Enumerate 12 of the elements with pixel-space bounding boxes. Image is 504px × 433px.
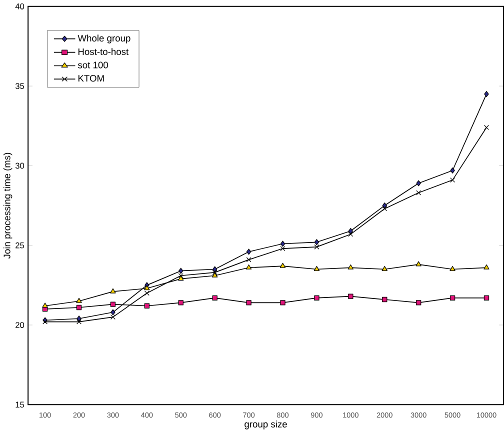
legend-label: KTOM <box>78 75 104 82</box>
y-tick-label: 25 <box>16 242 24 248</box>
y-tick-label: 30 <box>15 162 24 169</box>
x-axis-title: group size <box>244 420 287 430</box>
legend-label: sot 100 <box>78 62 108 68</box>
y-tick-label: 15 <box>16 402 24 408</box>
legend-label: Host-to-host <box>78 48 129 56</box>
y-tick-label: 20 <box>16 322 24 328</box>
y-axis-title: Join processing time (ms) <box>3 152 12 259</box>
legend-label: Whole group <box>78 34 130 44</box>
y-tick-label: 35 <box>15 83 24 90</box>
y-tick-label: 40 <box>15 4 24 10</box>
